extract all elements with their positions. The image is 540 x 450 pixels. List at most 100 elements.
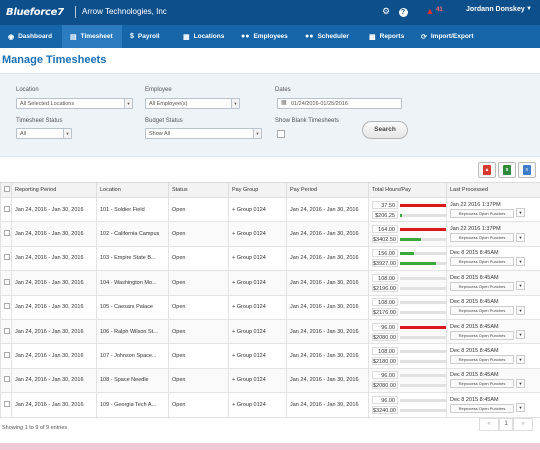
pay-group-link[interactable]: + Group 0124 — [228, 343, 287, 369]
select-all-header[interactable] — [0, 182, 12, 198]
row-checkbox-cell[interactable] — [0, 343, 12, 369]
col-reporting-period[interactable]: Reporting Period — [11, 182, 97, 198]
row-checkbox-cell[interactable] — [0, 245, 12, 272]
alert-icon[interactable]: ▲ — [425, 6, 435, 16]
blank-timesheets-checkbox[interactable] — [277, 130, 285, 138]
chevron-down-icon[interactable]: ▼ — [516, 330, 525, 340]
reporting-period-link[interactable]: Jan 24, 2016 - Jan 30, 2016 — [11, 245, 97, 272]
chevron-down-icon[interactable]: ▼ — [526, 6, 532, 12]
gear-icon[interactable]: ⚙ — [381, 6, 391, 16]
reprocess-open-punches-button[interactable]: Reprocess Open Punches — [450, 379, 514, 389]
chevron-down-icon[interactable]: ▼ — [516, 232, 525, 242]
pay-group-link[interactable]: + Group 0124 — [228, 221, 287, 247]
reporting-period-link[interactable]: Jan 24, 2016 - Jan 30, 2016 — [11, 196, 97, 223]
col-total-hours-pay[interactable]: Total Hours/Pay — [368, 182, 447, 198]
reprocess-open-punches-button[interactable]: Reprocess Open Punches — [450, 233, 514, 243]
reprocess-open-punches-button[interactable]: Reprocess Open Punches — [450, 355, 514, 365]
col-last-processed[interactable]: Last Processed — [446, 182, 540, 198]
pay-group-link[interactable]: + Group 0124 — [228, 318, 287, 345]
col-location[interactable]: Location — [96, 182, 169, 198]
location-select[interactable]: All Selected Locations ▼ — [16, 98, 133, 109]
row-checkbox[interactable] — [4, 254, 10, 261]
export-excel-button[interactable]: x — [498, 162, 516, 178]
nav-employees[interactable]: ●● Employees — [233, 25, 297, 48]
reprocess-open-punches-button[interactable]: Reprocess Open Punches — [450, 208, 514, 218]
col-status[interactable]: Status — [168, 182, 229, 198]
reporting-period-link[interactable]: Jan 24, 2016 - Jan 30, 2016 — [11, 270, 97, 296]
nav-reports[interactable]: ▩ Reports — [361, 25, 413, 48]
nav-import-export[interactable]: ⟳ Import/Export — [413, 25, 495, 48]
help-icon[interactable]: ? — [397, 5, 409, 17]
reporting-period-link[interactable]: Jan 24, 2016 - Jan 30, 2016 — [11, 392, 97, 418]
pay-group-link[interactable]: + Group 0124 — [228, 392, 287, 418]
reprocess-open-punches-button[interactable]: Reprocess Open Punches — [450, 306, 514, 316]
chevron-down-icon[interactable]: ▼ — [516, 256, 525, 266]
row-checkbox[interactable] — [4, 352, 10, 359]
reprocess-open-punches-button[interactable]: Reprocess Open Punches — [450, 330, 514, 340]
pay-group-link[interactable]: + Group 0124 — [228, 367, 287, 394]
pay-period-cell: Jan 24, 2016 - Jan 30, 2016 — [286, 343, 369, 369]
row-checkbox-cell[interactable] — [0, 318, 12, 345]
pay-group-link[interactable]: + Group 0124 — [228, 294, 287, 320]
pagination: « 1 » — [479, 418, 533, 431]
row-checkbox[interactable] — [4, 400, 10, 407]
employee-select[interactable]: All Employee(s) ▼ — [145, 98, 240, 109]
budget-status-select[interactable]: Show All ▼ — [145, 128, 262, 139]
nav-dashboard[interactable]: ◉ Dashboard — [0, 25, 62, 48]
row-checkbox-cell[interactable] — [0, 221, 12, 247]
reporting-period-link[interactable]: Jan 24, 2016 - Jan 30, 2016 — [11, 221, 97, 247]
row-checkbox[interactable] — [4, 303, 10, 310]
reprocess-open-punches-button[interactable]: Reprocess Open Punches — [450, 403, 514, 413]
row-checkbox-cell[interactable] — [0, 367, 12, 394]
reporting-period-link[interactable]: Jan 24, 2016 - Jan 30, 2016 — [11, 294, 97, 320]
export-pdf-button[interactable]: ▲ — [478, 162, 496, 178]
row-checkbox[interactable] — [4, 376, 10, 383]
user-name[interactable]: Jordann Donskey — [466, 6, 525, 13]
page-1-button[interactable]: 1 — [499, 418, 513, 431]
reporting-period-link[interactable]: Jan 24, 2016 - Jan 30, 2016 — [11, 343, 97, 369]
chevron-down-icon[interactable]: ▼ — [516, 378, 525, 388]
pay-group-link[interactable]: + Group 0124 — [228, 270, 287, 296]
row-checkbox[interactable] — [4, 230, 10, 237]
row-checkbox-cell[interactable] — [0, 270, 12, 296]
row-checkbox[interactable] — [4, 278, 10, 285]
reporting-period-link[interactable]: Jan 24, 2016 - Jan 30, 2016 — [11, 367, 97, 394]
row-checkbox-cell[interactable] — [0, 392, 12, 418]
pay-group-link[interactable]: + Group 0124 — [228, 196, 287, 223]
nav-locations[interactable]: ▦ Locations — [175, 25, 233, 48]
reprocess-open-punches-button[interactable]: Reprocess Open Punches — [450, 257, 514, 267]
chevron-down-icon[interactable]: ▼ — [516, 281, 525, 291]
row-checkbox-cell[interactable] — [0, 294, 12, 320]
pay-budget-bar — [400, 213, 446, 217]
employee-label: Employee — [145, 87, 172, 93]
location-cell: 101 - Soldier Field — [96, 196, 169, 223]
col-pay-period[interactable]: Pay Period — [286, 182, 369, 198]
next-page-button[interactable]: » — [513, 418, 533, 431]
prev-page-button[interactable]: « — [479, 418, 499, 431]
chevron-down-icon[interactable]: ▼ — [516, 354, 525, 364]
row-checkbox-cell[interactable] — [0, 196, 12, 223]
reprocess-open-punches-button[interactable]: Reprocess Open Punches — [450, 281, 514, 291]
date-range-input[interactable]: ▦ 01/24/2016-01/25/2016 — [277, 98, 402, 109]
pay-value: $206.25 — [372, 210, 398, 219]
reporting-period-link[interactable]: Jan 24, 2016 - Jan 30, 2016 — [11, 318, 97, 345]
timesheet-status-select[interactable]: All ▼ — [16, 128, 72, 139]
row-checkbox[interactable] — [4, 327, 10, 334]
export-csv-button[interactable]: ≡ — [518, 162, 536, 178]
pay-budget-bar — [400, 408, 446, 412]
row-checkbox[interactable] — [4, 205, 10, 212]
search-button[interactable]: Search — [362, 121, 408, 139]
nav-timesheet[interactable]: ▤ Timesheet — [62, 25, 122, 48]
chevron-down-icon[interactable]: ▼ — [516, 403, 525, 413]
nav-scheduler[interactable]: ●● Scheduler — [297, 25, 361, 48]
nav-payroll[interactable]: $ Payroll — [122, 25, 175, 48]
chevron-down-icon[interactable]: ▼ — [516, 305, 525, 315]
col-pay-group[interactable]: Pay Group — [228, 182, 287, 198]
pay-budget-bar — [400, 311, 446, 315]
select-all-checkbox[interactable] — [4, 186, 10, 192]
dollar-icon: $ — [130, 33, 134, 40]
logo[interactable]: Blueforce7 — [6, 6, 64, 19]
hours-budget-bar — [400, 398, 446, 402]
pay-group-link[interactable]: + Group 0124 — [228, 245, 287, 272]
chevron-down-icon[interactable]: ▼ — [516, 208, 525, 218]
